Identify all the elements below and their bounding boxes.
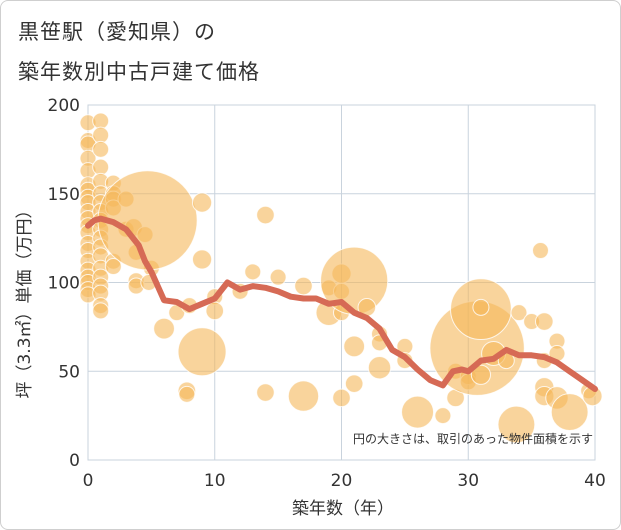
x-tick-label: 30 <box>457 471 479 491</box>
data-bubble <box>257 206 275 224</box>
data-bubble <box>551 394 588 431</box>
data-bubble <box>368 357 390 379</box>
data-bubble <box>206 302 224 320</box>
data-bubble <box>473 299 489 315</box>
y-tick-label: 150 <box>48 185 80 205</box>
data-bubble <box>93 303 109 319</box>
data-bubble <box>93 141 109 157</box>
x-tick-label: 10 <box>204 471 226 491</box>
data-bubble <box>270 269 286 285</box>
x-axis-label: 築年数（年） <box>292 499 394 519</box>
data-bubble <box>154 318 175 339</box>
data-bubble <box>344 336 365 357</box>
x-tick-label: 40 <box>584 471 606 491</box>
data-bubble <box>179 386 195 402</box>
y-tick-label: 0 <box>69 451 80 471</box>
data-bubble <box>295 277 313 295</box>
data-bubble <box>345 375 363 393</box>
y-tick-label: 50 <box>58 362 80 382</box>
data-bubble <box>402 396 434 428</box>
x-tick-label: 0 <box>83 471 94 491</box>
data-bubble <box>333 389 351 407</box>
x-tick-label: 20 <box>331 471 353 491</box>
scatter-chart: 0 10 20 30 40 0 50 100 150 200 円の大きさは、取引のあった物件面積を… <box>0 0 621 530</box>
data-bubble <box>245 264 261 280</box>
data-bubble <box>93 113 109 129</box>
data-bubble <box>192 250 211 269</box>
data-bubble <box>178 328 226 376</box>
y-tick-label: 200 <box>48 96 80 116</box>
data-bubble <box>435 408 451 424</box>
data-bubble <box>257 384 275 402</box>
data-bubble <box>192 193 211 212</box>
data-bubble <box>536 313 554 331</box>
bubble-size-note: 円の大きさは、取引のあった物件面積を示す <box>353 431 593 446</box>
y-tick-label: 100 <box>48 274 80 294</box>
data-bubble <box>93 127 109 143</box>
data-bubble <box>93 159 109 175</box>
y-axis-label: 坪（3.3㎡）単価（万円） <box>15 201 35 398</box>
data-bubble <box>532 243 548 259</box>
data-bubble <box>288 381 318 411</box>
